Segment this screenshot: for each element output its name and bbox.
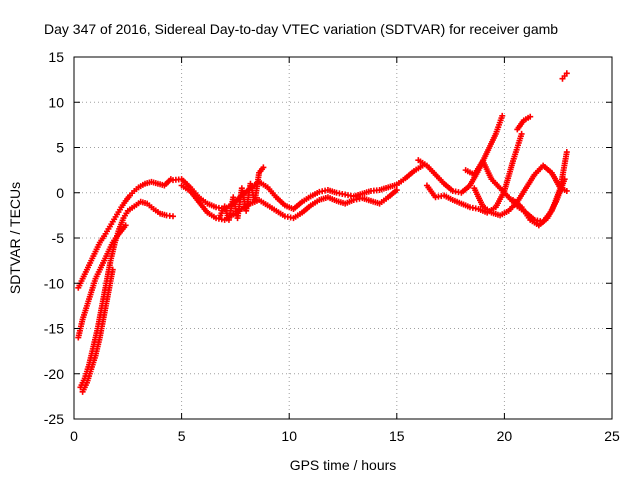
data-point (260, 164, 267, 171)
x-tick-label: 20 (497, 428, 513, 444)
y-tick-label: -10 (44, 275, 64, 291)
data-point (563, 149, 570, 156)
data-point (563, 70, 570, 77)
data-point (169, 213, 176, 220)
x-tick-label: 5 (178, 428, 186, 444)
y-tick-label: 10 (48, 94, 64, 110)
y-tick-label: 5 (56, 140, 64, 156)
y-axis-label: SDTVAR / TECUs (7, 182, 23, 294)
axis-ticks (73, 56, 613, 420)
data-point (527, 113, 534, 120)
data-point (122, 222, 129, 229)
data-point (563, 187, 570, 194)
data-point (561, 176, 568, 183)
y-tick-label: -25 (44, 411, 64, 427)
x-tick-label: 10 (281, 428, 297, 444)
data-points (75, 70, 570, 395)
y-tick-label: -5 (52, 230, 65, 246)
y-tick-labels: -25 -20 -15 -10 -5 0 5 10 15 (44, 49, 64, 427)
data-point (499, 112, 506, 119)
y-tick-label: 15 (48, 49, 64, 65)
y-tick-label: -20 (44, 366, 64, 382)
grid (74, 57, 612, 419)
y-tick-label: -15 (44, 321, 64, 337)
y-tick-label: 0 (56, 185, 64, 201)
data-point (393, 187, 400, 194)
x-axis-label: GPS time / hours (290, 457, 397, 473)
data-point (518, 130, 525, 137)
x-tick-label: 0 (70, 428, 78, 444)
x-tick-label: 15 (389, 428, 405, 444)
data-point (109, 266, 116, 273)
x-tick-label: 25 (604, 428, 620, 444)
chart-title: Day 347 of 2016, Sidereal Day-to-day VTE… (44, 21, 558, 37)
x-tick-labels: 0 5 10 15 20 25 (70, 428, 620, 444)
